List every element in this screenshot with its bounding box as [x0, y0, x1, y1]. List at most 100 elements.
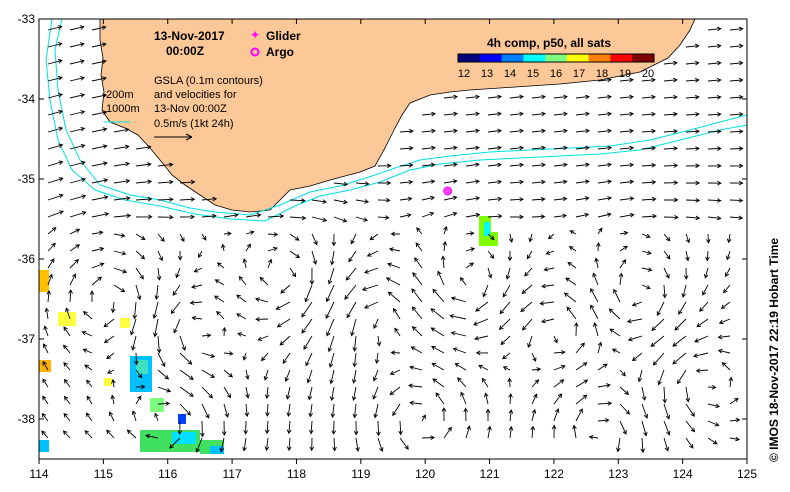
velocity-arrow — [387, 262, 401, 269]
velocity-arrow — [344, 284, 357, 300]
velocity-arrow — [443, 195, 458, 201]
velocity-arrow — [685, 437, 694, 449]
colorbar-tick-label: 18 — [596, 68, 608, 80]
velocity-arrow — [69, 210, 87, 218]
velocity-arrow — [465, 145, 480, 151]
velocity-arrow — [91, 262, 105, 269]
velocity-arrow — [329, 369, 335, 385]
velocity-arrow — [201, 233, 207, 241]
velocity-arrow — [91, 212, 110, 218]
velocity-arrow — [729, 77, 744, 83]
velocity-arrow — [641, 267, 653, 272]
velocity-arrow — [521, 318, 533, 331]
velocity-arrow — [110, 394, 116, 405]
velocity-arrow — [236, 313, 247, 320]
colorbar-tick-label: 13 — [481, 68, 493, 80]
velocity-arrow — [531, 367, 542, 372]
velocity-arrow — [718, 318, 731, 325]
velocity-arrow — [329, 386, 335, 402]
velocity-arrow — [641, 145, 657, 151]
velocity-arrow — [409, 400, 423, 406]
velocity-arrow — [553, 128, 568, 134]
velocity-arrow — [631, 352, 643, 362]
velocity-arrow — [44, 307, 50, 320]
velocity-arrow — [111, 378, 116, 388]
velocity-arrow — [502, 352, 511, 360]
velocity-arrow — [597, 341, 603, 354]
velocity-arrow — [685, 250, 690, 262]
credit-text: © IMOS 18-Nov-2017 22:19 Hobart Time — [767, 238, 781, 462]
velocity-arrow — [399, 179, 414, 185]
velocity-arrow — [541, 283, 555, 289]
velocity-arrow — [465, 111, 481, 117]
velocity-arrow — [487, 128, 503, 134]
velocity-arrow — [389, 369, 401, 376]
velocity-arrow — [685, 43, 700, 49]
velocity-arrow — [47, 59, 63, 65]
velocity-arrow — [135, 162, 152, 167]
velocity-arrow — [85, 412, 93, 422]
velocity-arrow — [267, 232, 279, 237]
velocity-arrow — [267, 258, 273, 269]
velocity-arrow — [385, 277, 401, 286]
depth-label-1000m: 1000m — [106, 103, 140, 115]
velocity-arrow — [663, 197, 679, 203]
velocity-arrow — [91, 93, 108, 99]
velocity-arrow — [62, 344, 71, 354]
velocity-arrow — [374, 352, 380, 365]
velocity-arrow — [223, 231, 232, 236]
velocity-arrow — [443, 94, 459, 100]
annotation-line-3: 13-Nov 00:00Z — [154, 103, 227, 115]
velocity-arrow — [179, 352, 193, 365]
velocity-arrow — [650, 335, 665, 347]
velocity-arrow — [157, 401, 171, 406]
velocity-arrow — [91, 76, 108, 82]
velocity-arrow — [641, 94, 656, 100]
velocity-arrow — [373, 318, 379, 330]
velocity-arrow — [443, 128, 458, 134]
velocity-arrow — [567, 261, 577, 269]
velocity-arrow — [411, 326, 423, 337]
velocity-arrow — [286, 403, 292, 418]
velocity-arrow — [243, 420, 248, 435]
velocity-arrow — [69, 228, 81, 235]
velocity-arrow — [707, 403, 721, 409]
velocity-arrow — [705, 250, 710, 262]
velocity-arrow — [572, 424, 577, 439]
velocity-arrow — [509, 145, 525, 151]
velocity-arrow — [590, 287, 599, 303]
velocity-arrow — [553, 111, 568, 117]
velocity-arrow — [465, 128, 480, 134]
velocity-arrow — [685, 215, 701, 221]
velocity-arrow — [412, 272, 423, 286]
velocity-arrow — [63, 326, 71, 337]
velocity-arrow — [69, 25, 85, 31]
velocity-arrow — [459, 276, 467, 286]
x-tick-label: 115 — [94, 467, 113, 481]
velocity-arrow — [443, 426, 452, 439]
colorbar-tick-label: 20 — [642, 68, 654, 80]
velocity-arrow — [509, 197, 525, 202]
velocity-arrow — [728, 376, 734, 388]
velocity-arrow — [378, 180, 392, 186]
velocity-arrow — [707, 94, 722, 100]
velocity-arrow — [46, 289, 52, 303]
velocity-arrow — [69, 42, 85, 48]
velocity-arrow — [69, 59, 85, 65]
velocity-arrow — [553, 162, 568, 168]
colorbar-tick-label: 14 — [504, 68, 516, 80]
velocity-arrow — [328, 352, 335, 369]
velocity-arrow — [619, 77, 634, 83]
velocity-arrow — [553, 196, 568, 202]
velocity-arrow — [540, 318, 555, 324]
velocity-arrow — [280, 284, 291, 294]
velocity-arrow — [685, 386, 691, 403]
velocity-arrow — [717, 334, 731, 340]
colorbar-tick-label: 17 — [573, 68, 585, 80]
velocity-arrow — [42, 343, 49, 354]
velocity-arrow — [531, 111, 547, 117]
velocity-arrow — [729, 60, 744, 66]
velocity-arrow — [531, 179, 546, 185]
velocity-arrow — [722, 284, 731, 294]
velocity-arrow — [193, 267, 203, 273]
